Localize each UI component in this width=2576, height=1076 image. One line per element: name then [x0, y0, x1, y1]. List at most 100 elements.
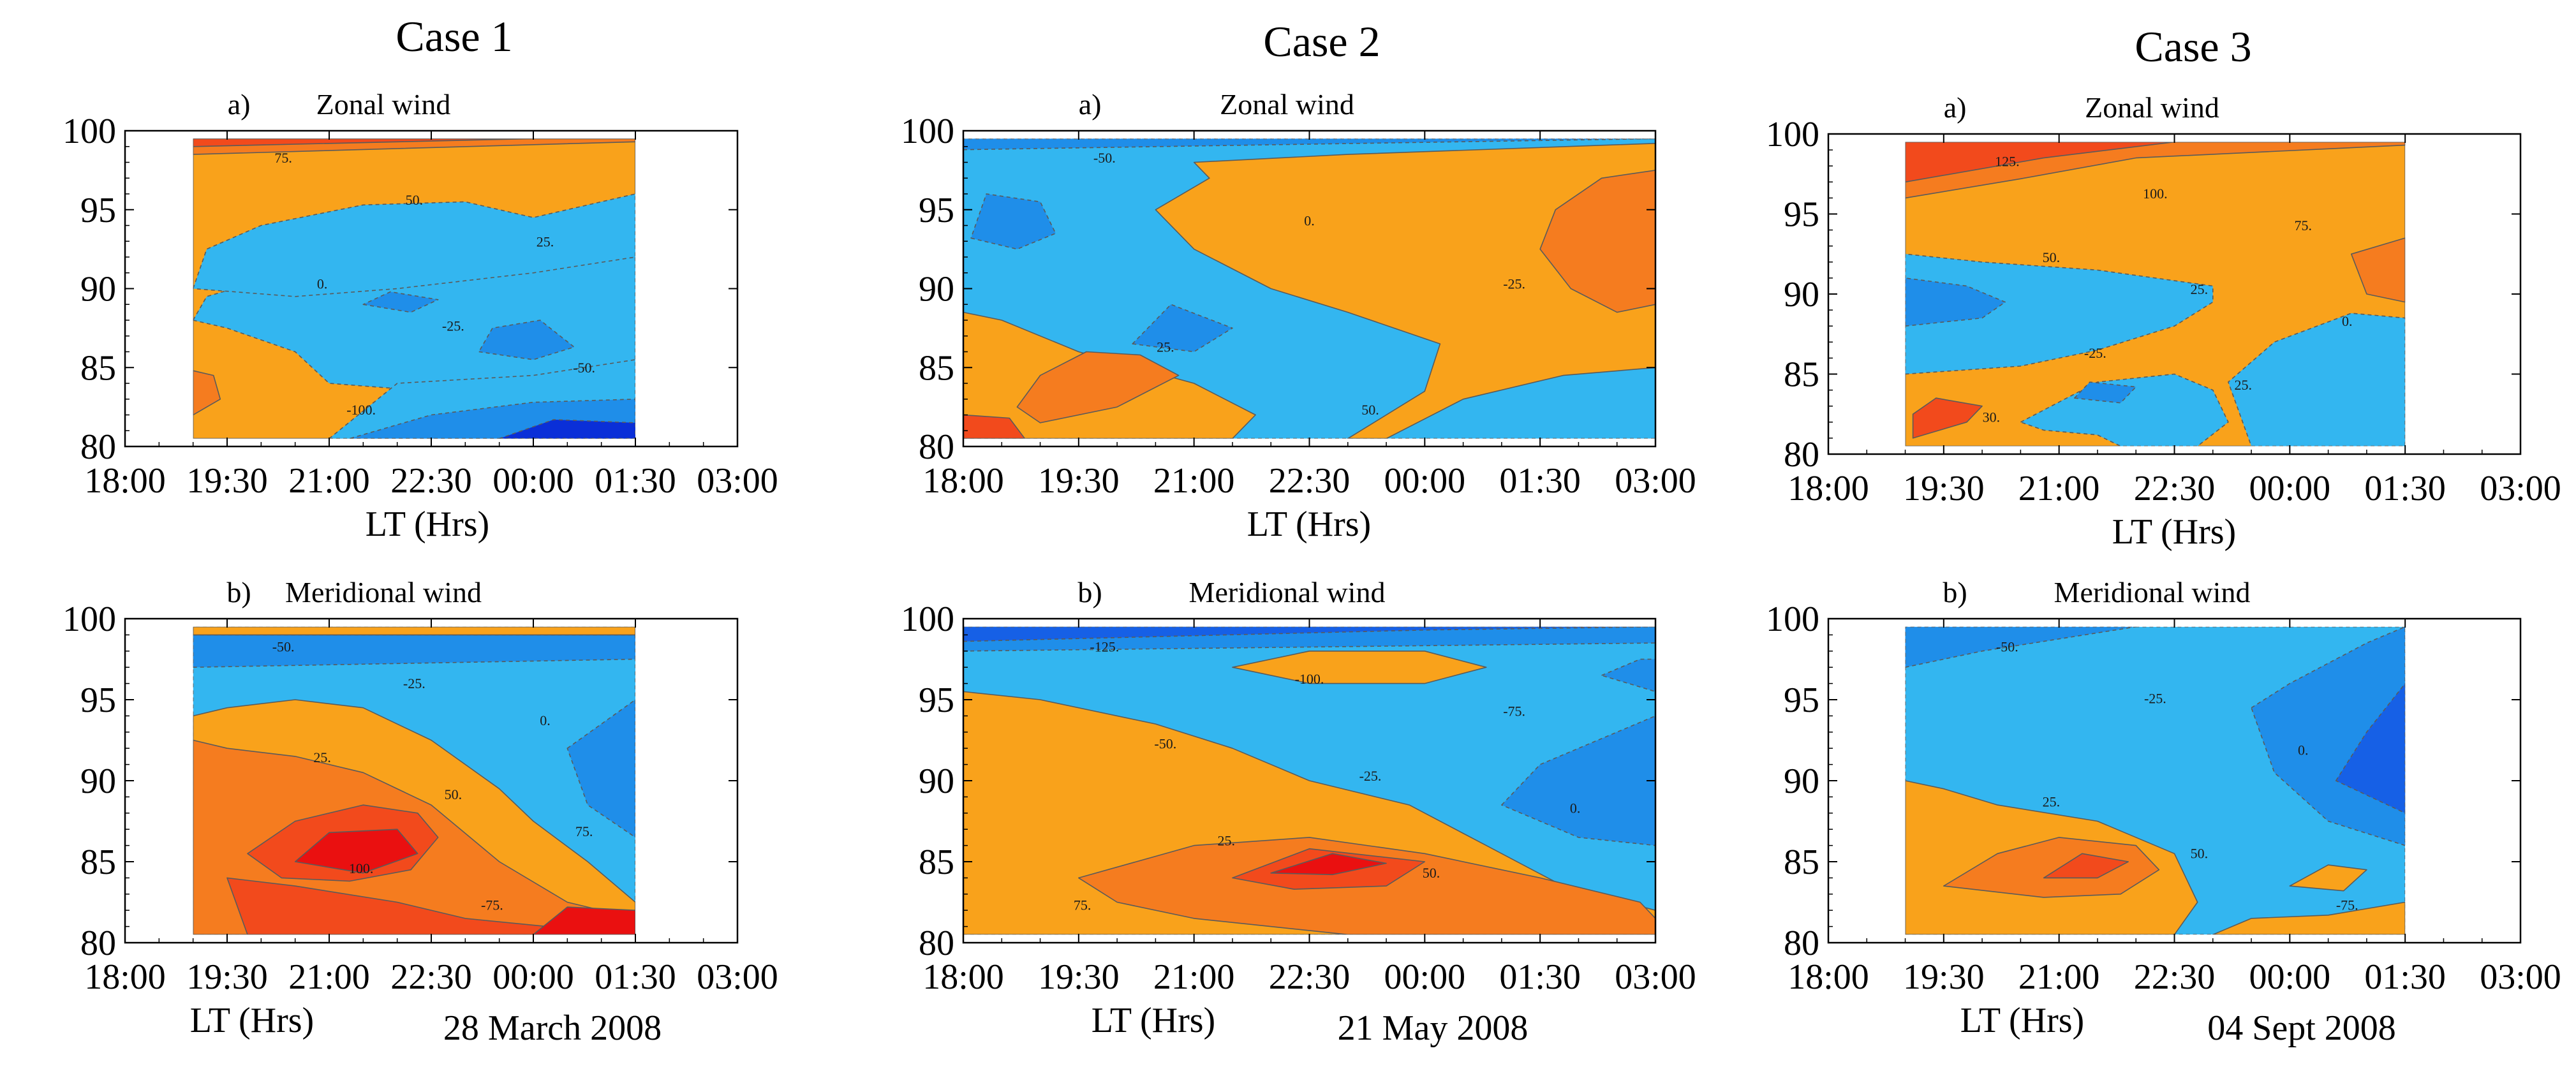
x-axis-label: LT (Hrs): [1092, 1001, 1215, 1040]
contour-label: 0.: [1570, 800, 1581, 816]
contour-fills: [963, 138, 1655, 439]
x-axis-label: LT (Hrs): [190, 1001, 314, 1040]
contour-label: -100.: [346, 402, 376, 418]
contour-label: 50.: [1423, 865, 1440, 881]
x-tick-label: 03:00: [2480, 469, 2561, 508]
y-tick-label: 100: [1766, 600, 1819, 639]
date-case-3: 04 Sept 2008: [2207, 1008, 2396, 1048]
contour-fills: [193, 138, 635, 439]
contour-region-8: [1501, 715, 1655, 846]
contour-region-7: [193, 634, 635, 668]
contour-region-3: [1539, 170, 1655, 313]
contour-fills: [1905, 142, 2406, 446]
contour-region-5: [2043, 853, 2129, 879]
y-tick-label: 80: [80, 924, 116, 963]
contour-region-6: [362, 291, 439, 313]
contour-region-4: [1016, 351, 1180, 424]
x-tick-label: 01:30: [2364, 469, 2446, 508]
contour-region-4: [1905, 277, 2006, 327]
x-tick-label: 00:00: [1384, 461, 1466, 501]
contour-region-7: [963, 626, 1655, 642]
panel-label: a): [228, 88, 251, 121]
contour-region-3: [2289, 864, 2367, 892]
contour-region-6: [970, 193, 1056, 250]
y-tick-label: 95: [919, 681, 954, 720]
x-tick-label: 21:00: [288, 461, 370, 501]
contour-label: 0.: [2298, 742, 2309, 758]
contour-label: -50.: [272, 638, 295, 654]
contour-region-9: [2351, 237, 2406, 303]
x-tick-label: 00:00: [1384, 957, 1466, 997]
contour-label: 75.: [1074, 897, 1092, 913]
x-tick-label: 18:00: [84, 957, 166, 997]
contour-region-4: [1943, 837, 2160, 898]
y-tick-label: 80: [919, 924, 954, 963]
y-tick-label: 95: [1784, 681, 1819, 720]
case-3-title: Case 3: [2135, 22, 2251, 71]
contour-region-6: [1905, 626, 2136, 668]
x-tick-label: 21:00: [2018, 957, 2100, 997]
y-tick-label: 90: [1784, 762, 1819, 801]
x-tick-label: 22:30: [390, 461, 472, 501]
contour-label: 0.: [540, 712, 551, 728]
x-tick-label: 19:30: [186, 461, 268, 501]
x-tick-label: 22:30: [2134, 957, 2216, 997]
contour-label: -25.: [2144, 690, 2166, 706]
x-tick-label: 21:00: [1153, 461, 1235, 501]
contour-region-1: [1905, 253, 2214, 375]
x-tick-label: 22:30: [390, 957, 472, 997]
case-2-title: Case 2: [1263, 17, 1380, 66]
date-case-1: 28 March 2008: [443, 1008, 662, 1048]
contour-label: 25.: [2235, 377, 2253, 393]
date-case-2: 21 May 2008: [1338, 1008, 1529, 1048]
y-tick-label: 80: [80, 427, 116, 467]
contour-fills: [193, 626, 635, 935]
contour-label: -75.: [1503, 704, 1525, 719]
contour-label: 0.: [317, 276, 328, 292]
case-1-title: Case 1: [396, 12, 512, 61]
panel-5: b) Meridional wind -125. -100. -75. -50. -25. 0…: [901, 576, 1696, 1040]
panel-title: Zonal wind: [316, 88, 451, 121]
y-tick-label: 95: [80, 681, 116, 720]
contour-region-2: [1155, 143, 1655, 439]
contour-region-5: [294, 829, 418, 874]
contour-region-8: [1912, 397, 1983, 439]
x-tick-label: 21:00: [1153, 957, 1235, 997]
contour-label: -50.: [1093, 150, 1116, 166]
y-tick-label: 80: [1784, 924, 1819, 963]
panel-2: a) Zonal wind -50. 0. -25. 25. 50. 18:00 19:30 21…: [901, 88, 1696, 544]
contour-label: 0.: [2342, 313, 2353, 329]
contour-label: 75.: [274, 150, 292, 166]
contour-label: 50.: [2191, 846, 2209, 862]
panel-label: a): [1079, 88, 1102, 121]
x-axis-label: LT (Hrs): [1960, 1001, 2084, 1040]
x-tick-label: 18:00: [922, 461, 1004, 501]
panel-title: Zonal wind: [2085, 91, 2219, 124]
contour-region-8: [963, 414, 1026, 439]
panels-layer: a) Zonal wind 75. 50. 25. 0. -25. -50. -100. 18:0…: [63, 88, 2561, 1040]
contour-label: 50.: [406, 192, 424, 208]
contour-region-8: [566, 699, 635, 838]
x-tick-label: 01:30: [2364, 957, 2446, 997]
contour-region-8: [2335, 682, 2406, 814]
y-tick-label: 85: [919, 348, 954, 388]
y-tick-label: 90: [919, 762, 954, 801]
contour-region-7: [498, 419, 635, 439]
y-tick-label: 90: [80, 270, 116, 309]
x-tick-label: 00:00: [492, 957, 574, 997]
x-tick-label: 19:30: [1903, 469, 1985, 508]
panel-title: Zonal wind: [1220, 88, 1354, 121]
x-tick-label: 19:30: [1903, 957, 1985, 997]
y-tick-label: 100: [901, 112, 954, 151]
contour-region-9: [193, 626, 635, 636]
contour-label: -25.: [2084, 345, 2106, 361]
x-tick-label: 03:00: [697, 461, 778, 501]
contour-label: -25.: [1503, 276, 1525, 292]
x-tick-label: 01:30: [595, 957, 676, 997]
contour-region-4: [1270, 853, 1387, 876]
y-tick-label: 100: [901, 600, 954, 639]
contour-fills: [1905, 626, 2406, 935]
contour-label: -100.: [1295, 671, 1324, 687]
contour-region-3: [2228, 313, 2406, 446]
contour-label: -50.: [1996, 638, 2018, 654]
